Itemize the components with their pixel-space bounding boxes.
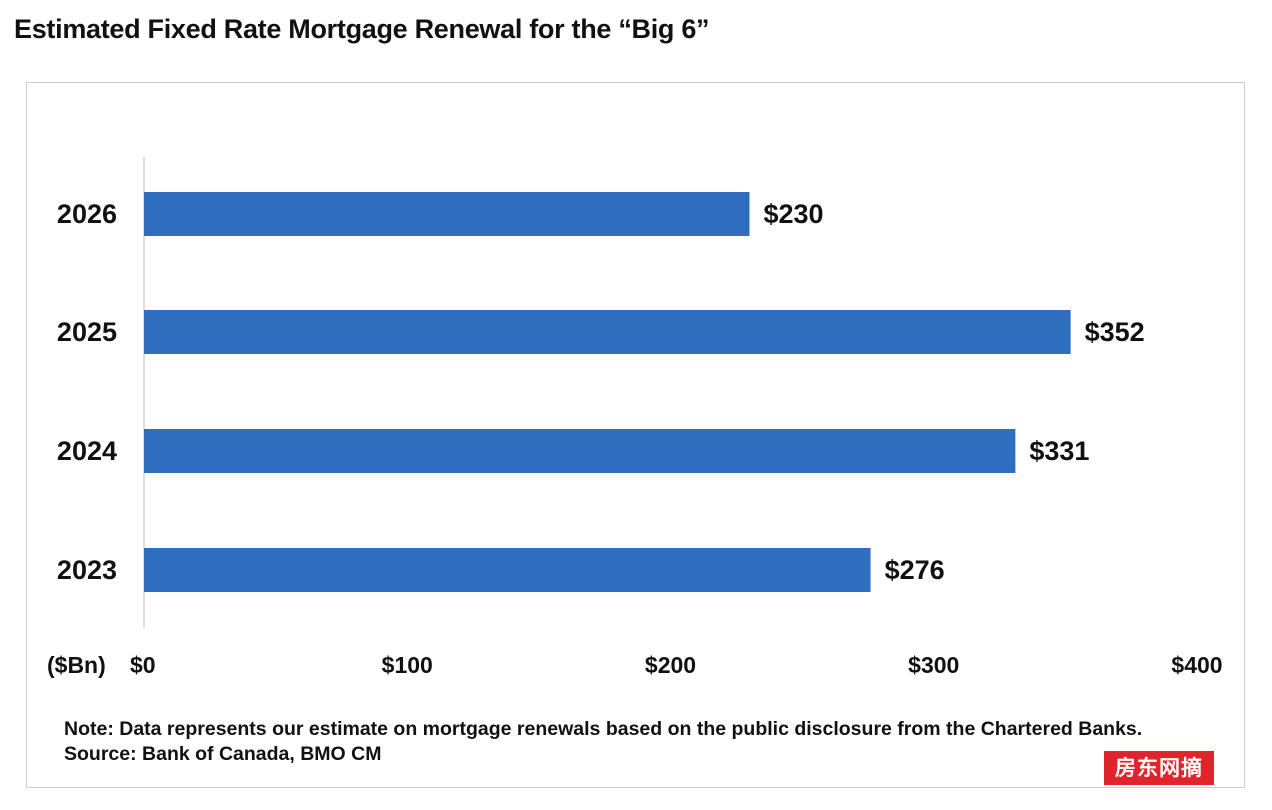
chart-title: Estimated Fixed Rate Mortgage Renewal fo… (14, 14, 710, 44)
bar (144, 192, 750, 236)
category-label: 2026 (57, 199, 117, 229)
x-tick-label: $100 (382, 652, 433, 678)
x-tick-label: $400 (1171, 652, 1222, 678)
data-label: $276 (885, 555, 945, 585)
x-tick-label: $0 (130, 652, 156, 678)
unit-label: ($Bn) (47, 652, 106, 678)
category-label: 2023 (57, 555, 117, 585)
footnote: Note: Data represents our estimate on mo… (64, 718, 1143, 740)
category-label: 2025 (57, 317, 117, 347)
source-note: Source: Bank of Canada, BMO CM (64, 743, 382, 765)
watermark-logo: 房东网摘 (1104, 751, 1214, 785)
chart-footer: Note: Data represents our estimate on mo… (64, 717, 1142, 767)
data-label: $230 (763, 199, 823, 229)
bar (144, 429, 1016, 473)
data-label: $352 (1085, 317, 1145, 347)
data-label: $331 (1029, 436, 1089, 466)
x-tick-label: $200 (645, 652, 696, 678)
category-label: 2024 (57, 436, 117, 466)
x-tick-label: $300 (908, 652, 959, 678)
bar (144, 310, 1071, 354)
bar (144, 548, 871, 592)
